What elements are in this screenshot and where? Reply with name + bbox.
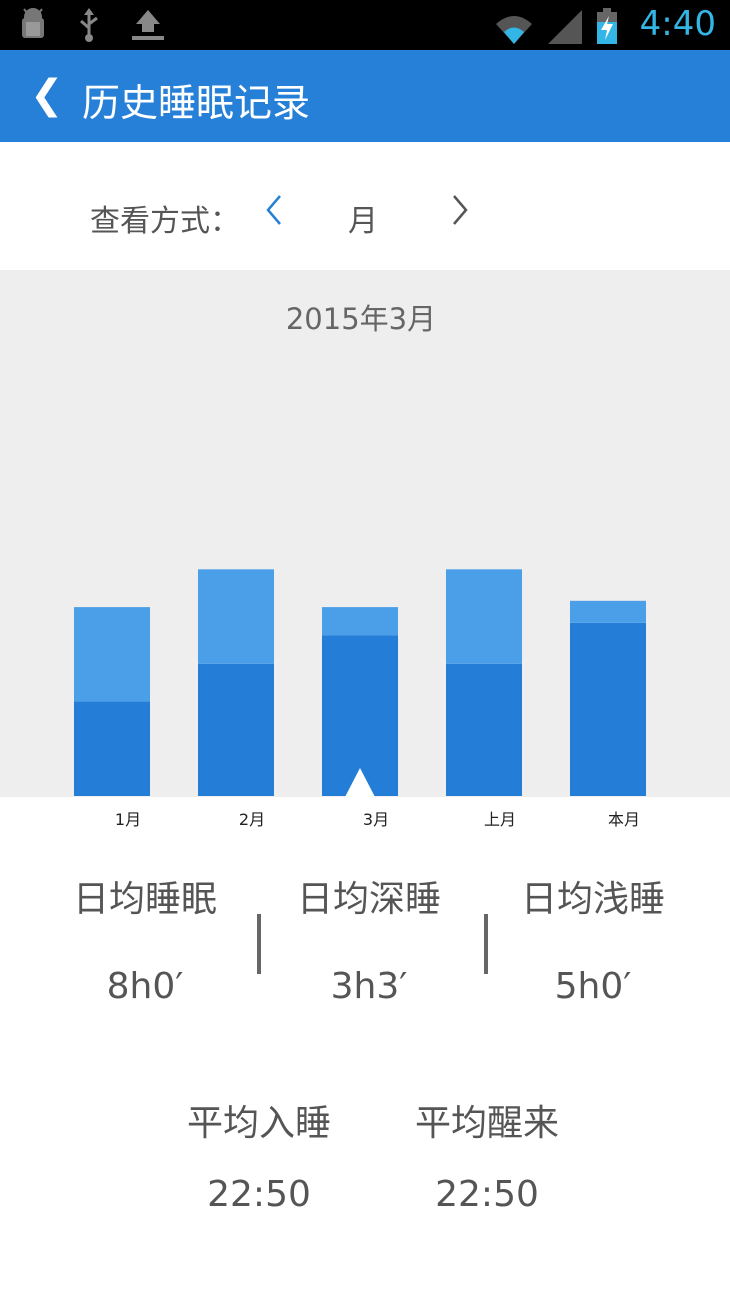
bar-segment-deep-3[interactable] — [446, 663, 522, 796]
chevron-right-icon — [453, 195, 468, 225]
x-tick-label: 1月 — [114, 810, 142, 829]
stat-avg-sleep-value: 8h0′ — [106, 966, 184, 1007]
upload-icon — [130, 8, 164, 42]
stat-avg-light: 日均浅睡 5h0′ — [478, 870, 708, 1007]
stat-avg-light-value: 5h0′ — [554, 966, 632, 1007]
android-debug-icon — [18, 8, 48, 42]
stat-avg-deep-value: 3h3′ — [330, 966, 408, 1007]
bar-segment-deep-0[interactable] — [74, 701, 150, 796]
stat-divider — [484, 914, 488, 974]
signal-icon — [548, 10, 582, 48]
bar-segment-light-3[interactable] — [446, 569, 522, 664]
bar-segment-light-0[interactable] — [74, 607, 150, 702]
sleep-bar-chart — [74, 569, 646, 797]
stat-avg-deep-label: 日均深睡 — [296, 879, 441, 920]
page-title: 历史睡眠记录 — [82, 81, 311, 125]
bar-segment-light-2[interactable] — [322, 607, 398, 636]
stat-avg-wake-value: 22:50 — [435, 1174, 539, 1215]
x-tick-label: 上月 — [483, 810, 516, 829]
stat-avg-sleep-label: 日均睡眠 — [72, 879, 217, 920]
stat-avg-wake-label: 平均醒来 — [414, 1103, 559, 1144]
stat-avg-deep: 日均深睡 3h3′ — [254, 870, 484, 1007]
x-tick-label: 本月 — [607, 810, 640, 829]
stat-avg-light-label: 日均浅睡 — [520, 879, 665, 920]
status-bar: 4:40 — [0, 0, 730, 50]
chart-x-axis-labels: 1月 2月 3月 上月 本月 — [0, 806, 730, 830]
app-bar: ❮ 历史睡眠记录 — [0, 50, 730, 142]
battery-charging-icon — [596, 8, 618, 48]
chart-title: 2015年3月 — [285, 302, 437, 336]
system-icons — [494, 8, 618, 48]
status-clock: 4:40 — [639, 4, 716, 44]
x-tick-label: 3月 — [362, 810, 390, 829]
stat-avg-bedtime-value: 22:50 — [207, 1174, 311, 1215]
chevron-left-icon — [266, 195, 281, 225]
view-mode-selector: 查看方式： 月 — [0, 142, 730, 270]
next-mode-button[interactable] — [448, 192, 472, 237]
stat-avg-sleep: 日均睡眠 8h0′ — [30, 870, 260, 1007]
wifi-icon — [494, 12, 534, 48]
stat-avg-bedtime-label: 平均入睡 — [186, 1103, 331, 1144]
back-button[interactable]: ❮ — [30, 72, 64, 118]
bar-segment-deep-1[interactable] — [198, 663, 274, 796]
stat-avg-wake: 平均醒来 22:50 — [372, 1094, 602, 1215]
view-mode-value: 月 — [348, 204, 378, 239]
stat-avg-bedtime: 平均入睡 22:50 — [144, 1094, 374, 1215]
x-tick-label: 2月 — [238, 810, 266, 829]
prev-mode-button[interactable] — [262, 192, 286, 237]
selected-indicator-icon — [345, 768, 375, 797]
bar-segment-light-4[interactable] — [570, 600, 646, 623]
bar-segment-light-1[interactable] — [198, 569, 274, 664]
view-mode-label: 查看方式： — [90, 204, 240, 239]
usb-icon — [74, 8, 104, 42]
notification-icons — [18, 8, 164, 42]
bar-segment-deep-4[interactable] — [570, 622, 646, 796]
stat-divider — [257, 914, 261, 974]
